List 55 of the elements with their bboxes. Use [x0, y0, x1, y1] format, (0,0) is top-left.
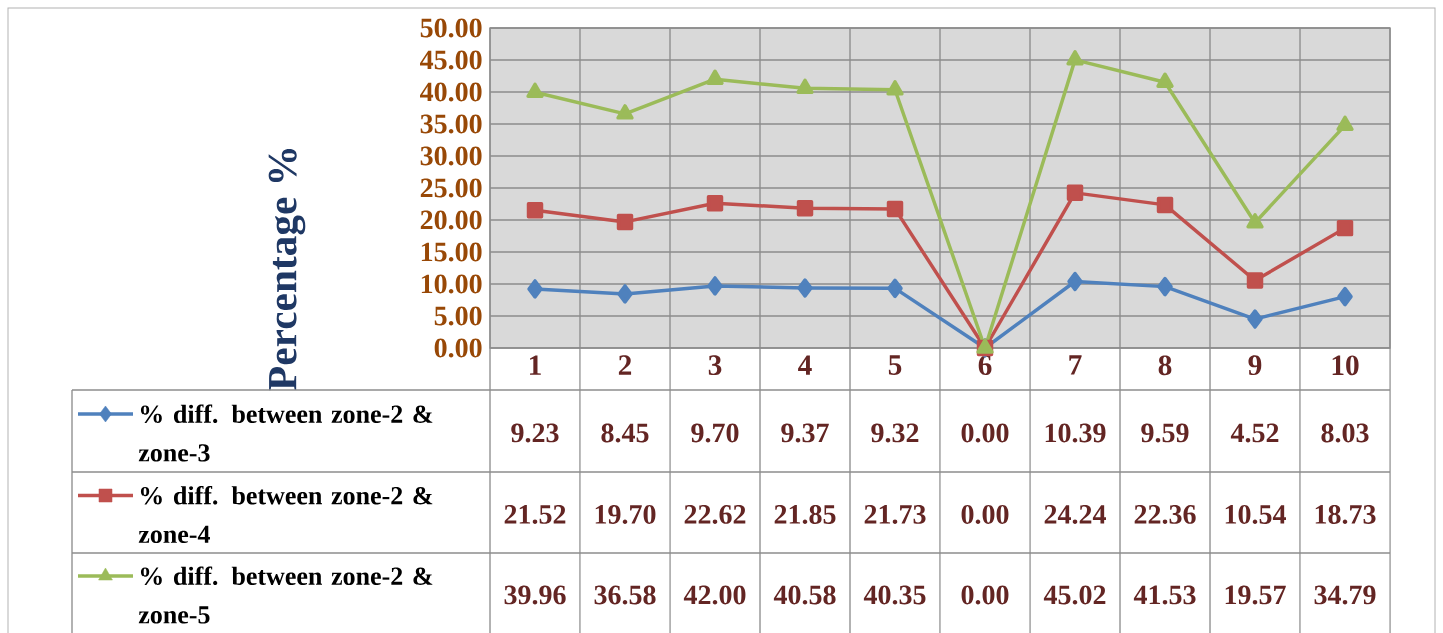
data-label: 19.57 [1225, 585, 1286, 605]
data-label: 39.96 [504, 585, 566, 605]
data-label: 40.35 [863, 585, 926, 605]
data-label: 18.73 [1315, 504, 1376, 524]
data-label: 21.52 [504, 505, 566, 524]
data-label: 34.79 [1314, 585, 1376, 605]
x-tick-label: 4 [798, 355, 812, 375]
x-tick-label: 10 [1332, 355, 1359, 376]
y-tick-label: 0.00 [434, 338, 482, 358]
x-tick-label: 3 [708, 355, 722, 376]
y-axis-title: Percentage % [268, 148, 306, 391]
data-label: 19.70 [595, 504, 656, 524]
data-label: 9.32 [871, 423, 919, 443]
legend-label: % diff. between zone-2 & zone-3 [138, 404, 433, 462]
data-label: 10.39 [1045, 423, 1106, 443]
data-label: 21.85 [774, 504, 836, 524]
data-label: 42.00 [683, 585, 746, 605]
data-label: 0.00 [961, 585, 1009, 605]
y-tick-label: 5.00 [434, 306, 482, 326]
data-label: 9.37 [781, 423, 829, 443]
y-tick-label: 20.00 [420, 210, 482, 230]
x-tick-label: 7 [1069, 355, 1082, 375]
data-label: 40.58 [773, 585, 836, 605]
x-tick-label: 9 [1248, 355, 1262, 376]
data-label: 21.73 [864, 505, 926, 524]
y-tick-label: 35.00 [420, 114, 482, 134]
data-label: 8.03 [1321, 423, 1369, 443]
data-label: 24.24 [1044, 505, 1106, 524]
x-tick-label: 6 [978, 355, 992, 376]
y-tick-label: 45.00 [420, 50, 482, 70]
y-tick-label: 40.00 [420, 82, 482, 102]
data-label: 8.45 [601, 423, 649, 443]
data-label: 0.00 [961, 423, 1009, 443]
data-label: 0.00 [961, 504, 1009, 524]
data-label: 9.23 [511, 423, 559, 443]
y-tick-label: 50.00 [420, 18, 482, 38]
data-label: 36.58 [594, 585, 656, 605]
legend-label: % diff. between zone-2 & zone-5 [138, 566, 433, 624]
y-tick-label: 10.00 [421, 274, 482, 294]
legend-label: % diff. between zone-2 & zone-4 [138, 485, 433, 544]
data-label: 10.54 [1225, 504, 1286, 524]
data-label: 22.36 [1134, 505, 1196, 524]
x-tick-label: 1 [530, 355, 541, 375]
data-label: 9.70 [691, 423, 739, 443]
x-tick-label: 8 [1158, 355, 1172, 376]
y-tick-label: 15.00 [421, 242, 482, 262]
data-label: 45.02 [1043, 585, 1106, 605]
y-tick-label: 25.00 [420, 178, 482, 198]
data-label: 4.52 [1230, 423, 1279, 443]
y-tick-label: 30.00 [420, 146, 482, 166]
x-tick-label: 5 [888, 355, 902, 375]
data-label: 9.59 [1141, 423, 1189, 443]
data-label: 41.53 [1133, 585, 1196, 605]
data-label: 22.62 [684, 505, 746, 524]
x-tick-label: 2 [618, 355, 632, 375]
